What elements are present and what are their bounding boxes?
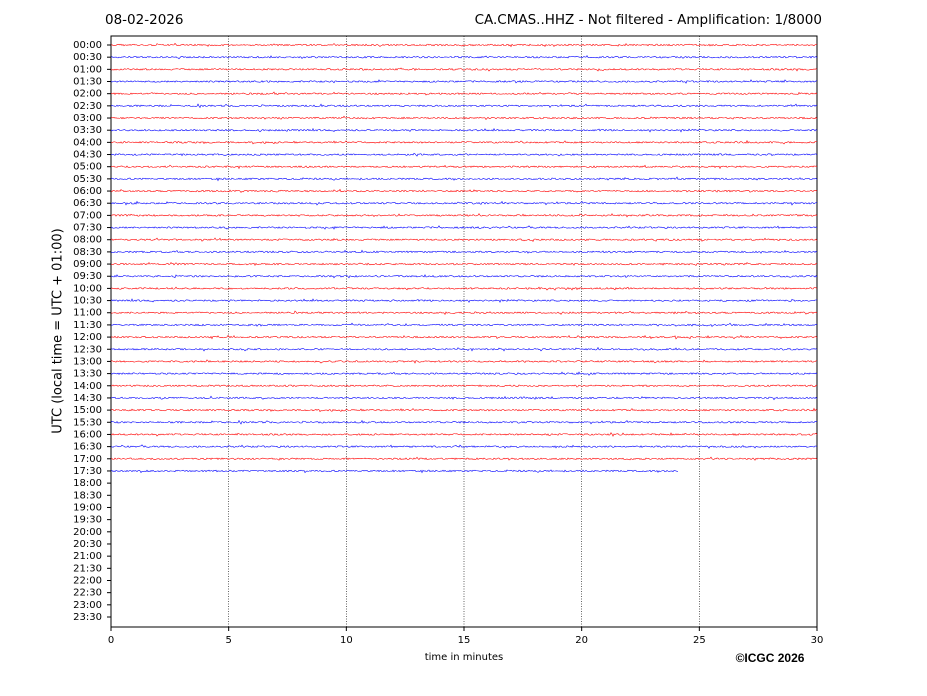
trace <box>110 322 818 328</box>
y-tick-label: 12:30 <box>73 344 102 355</box>
y-tick-label: 05:00 <box>73 162 102 173</box>
y-tick-label: 13:30 <box>73 369 102 380</box>
y-tick-label: 00:00 <box>73 40 102 51</box>
trace <box>110 103 818 109</box>
trace <box>110 139 817 145</box>
trace <box>110 384 818 388</box>
y-tick-label: 02:00 <box>73 89 102 100</box>
y-tick-label: 22:30 <box>73 588 102 599</box>
trace <box>110 213 818 218</box>
y-tick-label: 19:00 <box>73 502 102 513</box>
y-tick-label: 01:30 <box>73 77 102 88</box>
y-tick-label: 06:00 <box>73 186 102 197</box>
trace <box>110 407 818 413</box>
x-tick-label: 10 <box>340 635 353 646</box>
y-tick-label: 07:30 <box>73 223 102 234</box>
trace <box>110 79 818 84</box>
y-tick-label: 16:30 <box>73 442 102 453</box>
y-tick-label: 21:00 <box>73 551 102 562</box>
y-tick-label: 08:00 <box>73 235 102 246</box>
y-tick-label: 11:00 <box>73 308 102 319</box>
y-tick-label: 03:30 <box>73 125 102 136</box>
y-tick-label: 02:30 <box>73 101 102 112</box>
y-tick-label: 10:30 <box>73 296 102 307</box>
trace <box>110 237 818 242</box>
x-axis-label: time in minutes <box>425 652 504 663</box>
chart-title: CA.CMAS..HHZ - Not filtered - Amplificat… <box>475 12 822 28</box>
x-tick-label: 15 <box>458 635 471 646</box>
trace <box>110 152 818 157</box>
y-tick-label: 17:30 <box>73 466 102 477</box>
y-tick-label: 07:00 <box>73 210 102 221</box>
trace <box>110 164 818 170</box>
trace <box>110 225 818 230</box>
y-tick-label: 14:00 <box>73 381 102 392</box>
y-tick-label: 01:00 <box>73 64 102 75</box>
x-tick-label: 5 <box>225 635 231 646</box>
y-tick-label: 16:00 <box>73 429 102 440</box>
y-tick-label: 18:00 <box>73 478 102 489</box>
y-tick-label: 23:00 <box>73 600 102 611</box>
y-tick-label: 14:30 <box>73 393 102 404</box>
y-tick-label: 12:00 <box>73 332 102 343</box>
y-tick-label: 04:30 <box>73 150 102 161</box>
y-tick-label: 04:00 <box>73 137 102 148</box>
trace <box>110 310 818 315</box>
x-tick-label: 30 <box>811 635 824 646</box>
y-tick-label: 10:00 <box>73 283 102 294</box>
trace <box>110 419 818 425</box>
y-tick-label: 00:30 <box>73 52 102 63</box>
trace <box>110 359 818 364</box>
x-tick-label: 25 <box>693 635 706 646</box>
trace <box>110 469 679 474</box>
y-axis-label: UTC (local time = UTC + 01:00) <box>51 228 66 433</box>
y-tick-label: 09:00 <box>73 259 102 270</box>
trace <box>110 249 818 254</box>
trace <box>110 115 818 120</box>
trace <box>110 200 818 206</box>
y-tick-label: 15:00 <box>73 405 102 416</box>
trace <box>110 286 818 291</box>
y-tick-label: 05:30 <box>73 174 102 185</box>
trace <box>110 188 818 193</box>
y-tick-label: 13:00 <box>73 356 102 367</box>
trace <box>110 298 818 303</box>
trace <box>110 55 818 60</box>
trace <box>110 371 818 376</box>
trace <box>110 334 818 340</box>
trace <box>110 91 818 96</box>
y-tick-label: 20:30 <box>73 539 102 550</box>
x-tick-label: 0 <box>108 635 114 646</box>
trace <box>110 261 818 267</box>
y-tick-label: 21:30 <box>73 563 102 574</box>
trace <box>110 395 818 401</box>
x-tick-label: 20 <box>575 635 588 646</box>
y-tick-label: 19:30 <box>73 515 102 526</box>
trace <box>110 346 818 352</box>
chart-date: 08-02-2026 <box>105 12 183 28</box>
y-tick-label: 03:00 <box>73 113 102 124</box>
trace <box>110 127 818 133</box>
trace <box>110 176 818 182</box>
y-tick-label: 20:00 <box>73 527 102 538</box>
y-tick-label: 22:00 <box>73 575 102 586</box>
y-tick-label: 18:30 <box>73 490 102 501</box>
trace <box>110 274 818 279</box>
trace <box>110 67 818 72</box>
trace <box>110 444 818 449</box>
credit: ©ICGC 2026 <box>736 651 805 665</box>
trace <box>110 432 818 437</box>
y-tick-label: 11:30 <box>73 320 102 331</box>
y-tick-label: 17:00 <box>73 454 102 465</box>
trace <box>110 42 818 48</box>
y-tick-label: 08:30 <box>73 247 102 258</box>
trace <box>110 456 818 461</box>
y-tick-label: 09:30 <box>73 271 102 282</box>
y-tick-label: 06:30 <box>73 198 102 209</box>
y-tick-label: 15:30 <box>73 417 102 428</box>
y-tick-label: 23:30 <box>73 612 102 623</box>
